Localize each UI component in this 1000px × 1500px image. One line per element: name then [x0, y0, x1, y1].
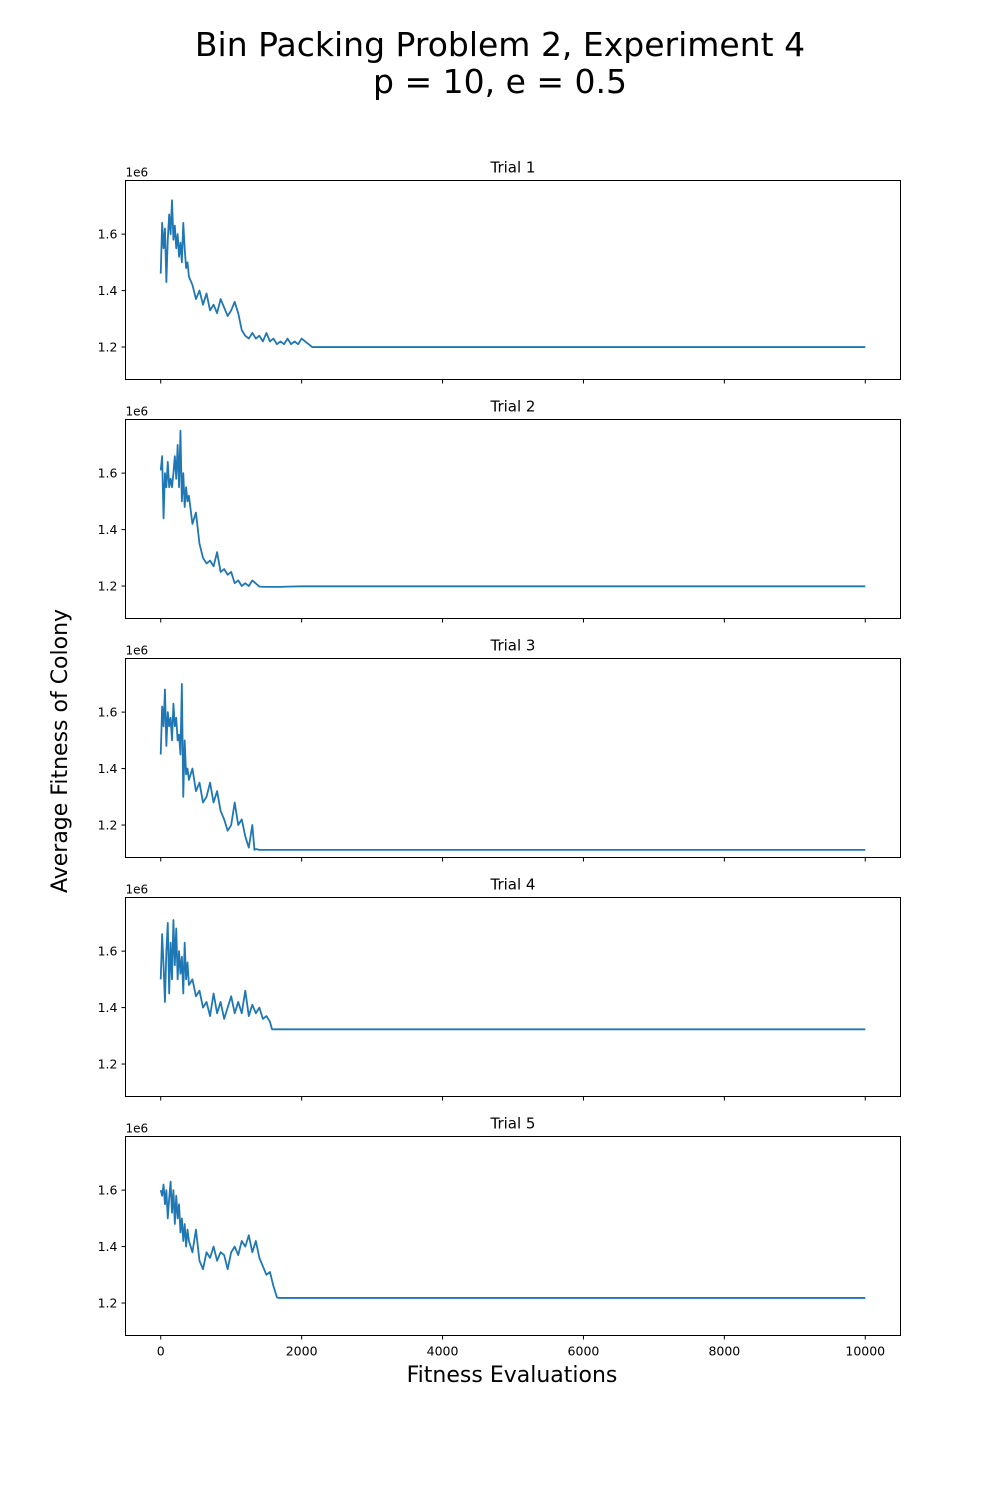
trial-1-y-tick-label: 1.2 [98, 340, 118, 355]
trial-4-title: Trial 4 [490, 876, 536, 894]
trial-5-title: Trial 5 [490, 1115, 536, 1133]
trial-5-x-tick-label: 6000 [568, 1344, 600, 1359]
trial-2-y-tick-label: 1.4 [98, 522, 118, 537]
trial-5-x-tick-label: 2000 [286, 1344, 318, 1359]
trial-4-y-tick-label: 1.6 [98, 944, 118, 959]
trial-3-series-line [159, 683, 866, 851]
trial-1-axes-frame [125, 180, 901, 380]
trial-4-y-offset-label: 1e6 [126, 883, 149, 897]
trial-5-x-tick-label: 8000 [708, 1344, 740, 1359]
trial-4-y-tick-label: 1.4 [98, 1000, 118, 1015]
trial-5-axes-frame [125, 1136, 901, 1336]
trial-2-series-line [159, 429, 866, 588]
trial-1-y-offset-label: 1e6 [126, 166, 149, 180]
trial-2-axes-frame [125, 419, 901, 619]
trial-3-title: Trial 3 [490, 637, 536, 655]
trial-3-axes-frame [125, 658, 901, 858]
trial-4-y-tick-label: 1.2 [98, 1057, 118, 1072]
trial-5-x-tick-label: 4000 [427, 1344, 459, 1359]
trial-5-y-tick-label: 1.4 [98, 1239, 118, 1254]
trial-1-title: Trial 1 [490, 159, 536, 177]
trial-3-y-tick-label: 1.4 [98, 761, 118, 776]
trial-1-y-tick-label: 1.6 [98, 227, 118, 242]
trial-2-y-offset-label: 1e6 [126, 405, 149, 419]
figure-title-line2: p = 10, e = 0.5 [373, 62, 627, 101]
trial-3-y-tick-label: 1.6 [98, 705, 118, 720]
trial-5-x-tick-label: 0 [157, 1344, 165, 1359]
trial-4-series-line [159, 919, 866, 1031]
trial-4-axes-frame [125, 897, 901, 1097]
trial-5-y-offset-label: 1e6 [126, 1122, 149, 1136]
y-axis-label: Average Fitness of Colony [48, 609, 73, 893]
trial-3-y-tick-label: 1.2 [98, 818, 118, 833]
trial-5-y-tick-label: 1.6 [98, 1183, 118, 1198]
trial-1-series-line [159, 199, 866, 348]
trial-3-y-offset-label: 1e6 [126, 644, 149, 658]
trial-2-y-tick-label: 1.6 [98, 466, 118, 481]
trial-2-y-tick-label: 1.2 [98, 579, 118, 594]
figure-title-line1: Bin Packing Problem 2, Experiment 4 [194, 25, 806, 64]
trial-5-x-tick-label: 10000 [845, 1344, 885, 1359]
trial-2-title: Trial 2 [490, 398, 536, 416]
trial-1-y-tick-label: 1.4 [98, 283, 118, 298]
trial-5-y-tick-label: 1.2 [98, 1296, 118, 1311]
trial-5-series-line [159, 1180, 866, 1299]
x-axis-label: Fitness Evaluations [407, 1363, 618, 1388]
